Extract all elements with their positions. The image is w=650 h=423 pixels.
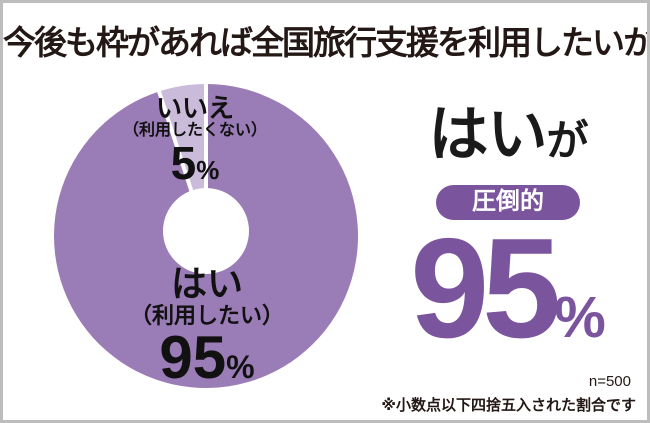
slice-yes-name: はい bbox=[170, 263, 244, 304]
slice-label-yes: はい （利用したい） 95% bbox=[130, 265, 284, 388]
slice-yes-sublabel: （利用したい） bbox=[129, 302, 285, 328]
slice-no-name: いいえ bbox=[155, 93, 235, 123]
highlight-value-number: 95 bbox=[410, 209, 561, 369]
slice-yes-value-number: 95 bbox=[159, 324, 227, 392]
donut-chart bbox=[53, 84, 358, 389]
page-title: 今後も枠があれば全国旅行支援を利用したいか bbox=[3, 24, 650, 61]
slice-label-no: いいえ （利用したくない） 5% bbox=[122, 93, 268, 186]
highlight-value: 95% bbox=[391, 218, 625, 360]
slice-no-sublabel: （利用したくない） bbox=[122, 122, 268, 140]
slice-no-value-unit: % bbox=[196, 154, 220, 185]
donut-hole bbox=[163, 188, 249, 274]
footnote: ※小数点以下四捨五入された割合です bbox=[381, 397, 636, 414]
highlight-word-particle: が bbox=[546, 117, 588, 164]
highlight-word-main: はい bbox=[428, 101, 547, 168]
sample-size: n=500 bbox=[588, 373, 631, 390]
highlight-badge: 圧倒的 bbox=[436, 185, 580, 221]
slice-yes-value-unit: % bbox=[226, 349, 255, 386]
slice-yes-value: 95% bbox=[130, 328, 284, 388]
highlight-word: はいが bbox=[391, 105, 625, 165]
highlight-value-unit: % bbox=[554, 285, 606, 351]
highlight-panel: はいが 圧倒的 95% bbox=[391, 105, 625, 360]
slice-no-value-number: 5 bbox=[170, 136, 197, 189]
slice-no-value: 5% bbox=[123, 140, 267, 186]
